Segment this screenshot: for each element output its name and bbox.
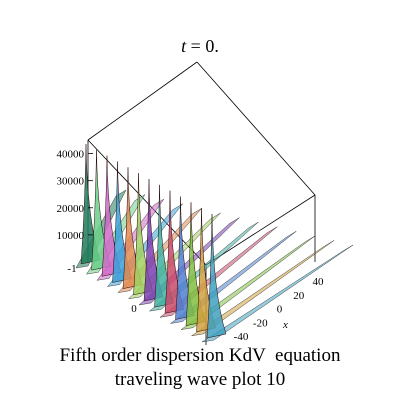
surface-band [201,244,354,343]
x-tick-label: -20 [253,317,268,329]
caption-line-1: Fifth order dispersion KdV equation [59,345,341,366]
y-tick-label: 0 [131,303,137,315]
z-tick-label: 10000 [57,230,85,242]
surface-band [191,240,335,337]
x-tick-label: 20 [293,290,305,302]
z-axis: 10000 20000 30000 40000 [57,149,93,242]
surface-peak [206,213,227,339]
surface-peaks [80,143,227,339]
z-tick-label: 40000 [57,149,85,161]
box-edge [196,61,316,196]
x-axis: -40 -20 0 20 40 [234,276,324,343]
z-tick-label: 20000 [57,203,85,215]
z-tick-label: 30000 [57,176,85,188]
box-edge [205,194,316,266]
caption-line-2: traveling wave plot 10 [114,369,286,390]
y-tick-label: -1 [67,263,76,275]
x-tick-label: 0 [277,304,283,316]
x-tick-label: -40 [234,331,249,343]
x-tick-label: 40 [313,276,325,288]
title-value: = 0. [186,36,219,56]
chart-caption: Fifth order dispersion KdV equation trav… [0,344,400,392]
chart-title: t = 0. [181,36,219,56]
x-axis-label: x [282,319,288,331]
y-axis: -1 0 [67,263,137,315]
box-edge [87,61,198,141]
title-variable: t [181,36,187,56]
